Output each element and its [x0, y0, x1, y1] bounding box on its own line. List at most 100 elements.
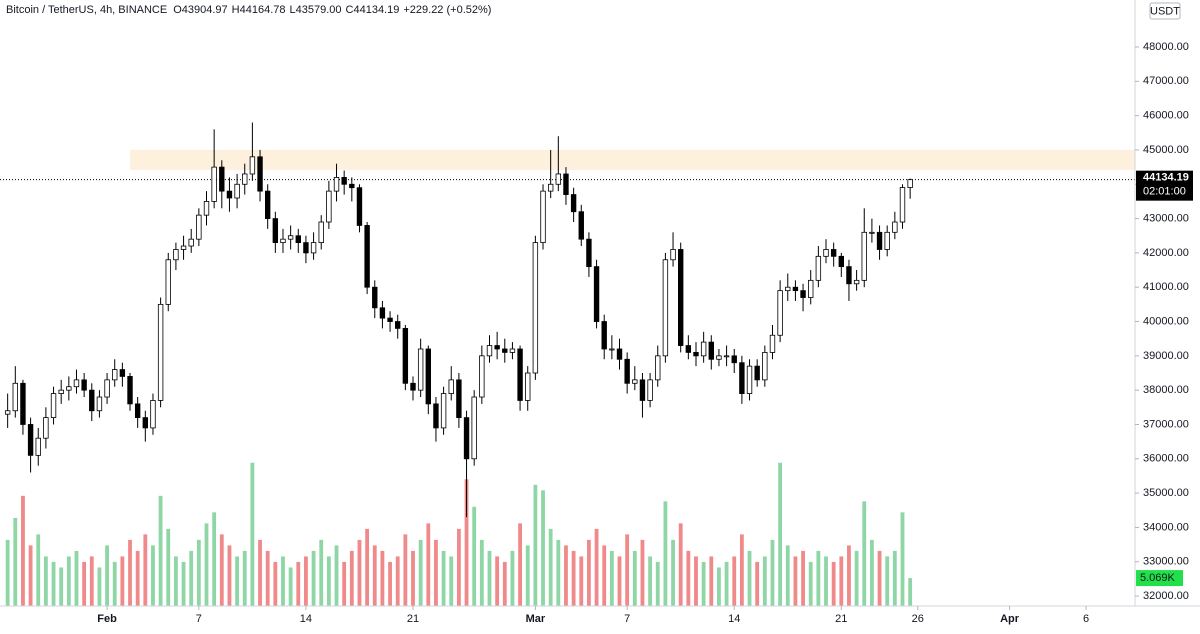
volume-bar	[869, 539, 874, 606]
y-tick-label: 46000.00	[1143, 110, 1189, 122]
candle-body	[693, 352, 699, 357]
candle-body	[601, 321, 607, 350]
volume-bar	[296, 561, 301, 606]
volume-bar	[105, 545, 109, 606]
volume-bar	[258, 539, 262, 606]
candle-body	[677, 249, 684, 346]
candle-body	[593, 266, 600, 322]
volume-bar	[502, 561, 507, 606]
volume-bar	[785, 545, 790, 606]
candle-body	[318, 221, 324, 244]
volume-bar	[441, 550, 446, 606]
volume-bar	[250, 462, 255, 606]
candle-body	[27, 424, 34, 456]
candle-body	[479, 355, 485, 398]
candle-body	[395, 321, 401, 329]
volume-bar	[43, 556, 48, 606]
volume-bar	[418, 539, 423, 606]
x-tick-label: 14	[300, 613, 312, 625]
volume-bar	[365, 528, 370, 606]
volume-bar	[281, 556, 285, 606]
candle-body	[326, 190, 332, 223]
candle-body	[257, 156, 263, 192]
candle-body	[540, 190, 546, 244]
resistance-zone	[130, 149, 1136, 170]
candle-body	[899, 187, 906, 223]
volume-bar	[609, 550, 614, 606]
candle-body	[792, 286, 799, 292]
y-tick-label: 42000.00	[1143, 247, 1189, 259]
volume-bar	[862, 501, 867, 606]
candle-body	[616, 348, 623, 360]
y-tick-label: 32000.00	[1143, 590, 1189, 602]
y-tick-label: 34000.00	[1143, 521, 1189, 533]
volume-bar	[824, 556, 828, 606]
candle-body	[892, 221, 898, 233]
ohlc-value: 43904.97	[182, 4, 228, 16]
volume-bar	[395, 556, 400, 606]
candle-body	[471, 396, 477, 460]
candle-body	[525, 372, 531, 401]
candle-body	[410, 382, 416, 391]
volume-bar	[908, 578, 913, 606]
volume-bar	[128, 539, 132, 606]
volume-bar	[242, 550, 247, 606]
volume-bar	[678, 523, 683, 606]
candle-body	[203, 201, 210, 216]
candle-body	[119, 369, 126, 377]
candle-body	[532, 242, 539, 374]
countdown-label: 02:01:00	[1143, 186, 1186, 198]
volume-bar	[701, 561, 706, 606]
volume-bar	[892, 550, 897, 606]
candle-body	[372, 286, 378, 309]
candle-body	[731, 355, 737, 364]
volume-bar	[204, 523, 209, 606]
volume-bar	[686, 550, 691, 606]
candle-body	[785, 286, 791, 292]
volume-bar	[74, 550, 79, 606]
candle-body	[425, 348, 431, 405]
candle-body	[815, 255, 822, 281]
ohlc-value: 43579.00	[296, 4, 342, 16]
candle-body	[723, 355, 730, 358]
volume-bar	[227, 545, 232, 606]
y-tick-label: 43000.00	[1143, 212, 1189, 224]
y-tick-label: 48000.00	[1143, 41, 1189, 53]
volume-bar	[472, 506, 477, 606]
y-tick-label: 35000.00	[1143, 487, 1189, 499]
volume-bar	[464, 479, 469, 606]
candle-body	[165, 259, 171, 305]
candle-body	[66, 386, 72, 391]
volume-bar	[587, 539, 591, 606]
candle-body	[173, 249, 179, 261]
volume-bar	[732, 556, 737, 606]
volume-bar	[21, 495, 25, 606]
candle-body	[555, 173, 562, 185]
candle-body	[647, 379, 653, 401]
volume-bar	[288, 567, 293, 606]
y-tick-label: 36000.00	[1143, 453, 1189, 465]
candle-body	[219, 166, 225, 192]
candle-body	[609, 348, 615, 351]
candle-body	[379, 307, 386, 319]
header: Bitcoin / TetherUS, 4h, BINANCE O43904.97…	[6, 4, 491, 16]
candle-body	[808, 279, 814, 298]
volume-bar	[143, 534, 148, 606]
ohlc-value: 44134.19	[353, 4, 399, 16]
candle-body	[364, 225, 370, 288]
change: +229.22 (+0.52%)	[403, 4, 491, 16]
candle-body	[226, 190, 233, 199]
candle-body	[280, 238, 286, 244]
volume-bar	[89, 556, 94, 606]
volume-bar	[510, 550, 515, 606]
volume-bar	[342, 561, 347, 606]
volume-bar	[403, 534, 408, 606]
candle-body	[20, 382, 26, 425]
volume-label-box	[1136, 570, 1183, 587]
candle-body	[586, 238, 592, 268]
volume-bar	[357, 539, 362, 606]
candle-body	[249, 156, 256, 175]
volume-bar	[839, 556, 844, 606]
candle-body	[303, 242, 309, 254]
candle-body	[81, 379, 87, 391]
